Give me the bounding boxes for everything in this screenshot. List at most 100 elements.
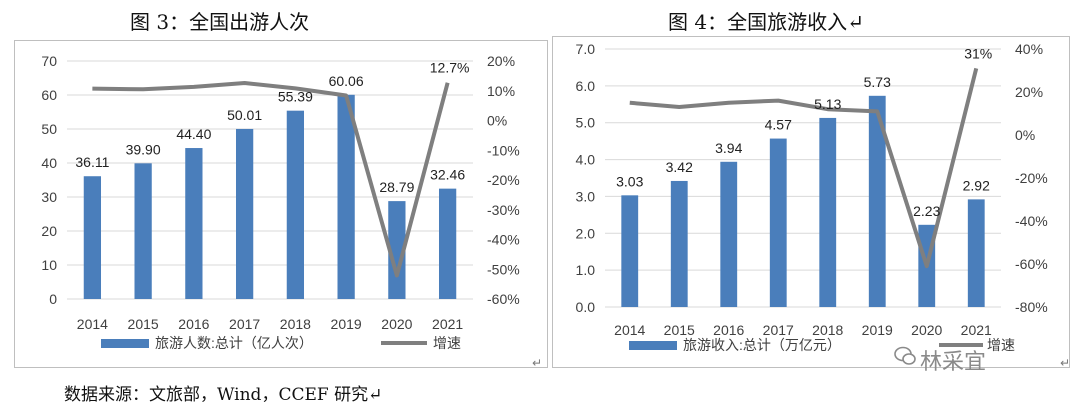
y-right-tick-label: 0% xyxy=(487,113,507,129)
y-left-tick-label: 10 xyxy=(41,257,57,273)
x-tick-label: 2015 xyxy=(128,316,159,332)
line-data-label: 31% xyxy=(964,45,992,61)
x-tick-label: 2019 xyxy=(331,316,362,332)
bar-data-label: 3.94 xyxy=(715,140,742,156)
y-right-tick-label: -20% xyxy=(487,172,520,188)
y-left-tick-label: 7.0 xyxy=(576,41,596,57)
legend-label-bar: 旅游人数:总计（亿人次） xyxy=(155,335,313,351)
bar-data-label: 44.40 xyxy=(176,126,211,142)
chart-panel-tourist-trips: 0 10 20 30 40 50 60 70 -60% -50% -40% -30% -20% -10% 0… xyxy=(14,40,548,368)
bar-data-label: 60.06 xyxy=(329,73,364,89)
bar xyxy=(83,176,102,299)
y-left-tick-label: 50 xyxy=(41,121,57,137)
x-tick-label: 2017 xyxy=(229,316,260,332)
y-right-tick-label: -60% xyxy=(1015,256,1048,272)
chart-title-tourist-trips: 图 3：全国出游人次 xyxy=(130,10,310,34)
bar-data-label: 39.90 xyxy=(126,141,161,157)
y-left-tick-label: 4.0 xyxy=(576,152,596,168)
y-left-tick-label: 1.0 xyxy=(576,262,596,278)
legend-swatch-bar xyxy=(101,339,149,348)
bar xyxy=(670,180,688,307)
x-tick-label: 2018 xyxy=(280,316,311,332)
bar-data-label: 3.03 xyxy=(616,173,643,189)
x-tick-label: 2018 xyxy=(812,322,843,338)
tourist-trips-chart: 0 10 20 30 40 50 60 70 -60% -50% -40% -30% -20% -10% 0… xyxy=(41,53,520,351)
bar-data-label: 55.39 xyxy=(278,89,313,105)
x-tick-label: 2014 xyxy=(77,316,108,332)
y-left-tick-label: 3.0 xyxy=(576,188,596,204)
watermark-text: 林采宜 xyxy=(920,350,987,375)
bar-data-label: 2.92 xyxy=(963,177,990,193)
y-right-tick-label: -20% xyxy=(1015,170,1048,186)
bar xyxy=(337,94,355,299)
x-tick-label: 2021 xyxy=(432,316,463,332)
bar xyxy=(235,128,254,299)
y-right-tick-label: -30% xyxy=(487,202,520,218)
y-right-tick-label: 10% xyxy=(487,83,515,99)
bar xyxy=(388,201,406,299)
bar xyxy=(967,199,985,307)
y-right-tick-label: -40% xyxy=(487,232,520,248)
bar-data-label: 28.79 xyxy=(379,179,414,195)
y-left-tick-label: 20 xyxy=(41,223,57,239)
y-left-tick-label: 40 xyxy=(41,155,57,171)
x-tick-label: 2019 xyxy=(862,322,893,338)
bar xyxy=(621,195,639,307)
y-right-tick-label: 20% xyxy=(1015,84,1043,100)
legend-label-line: 增速 xyxy=(433,335,461,351)
paragraph-return-mark: ↵ xyxy=(1060,356,1071,370)
paragraph-return-mark: ↵ xyxy=(532,356,543,370)
bar-data-label: 5.73 xyxy=(864,74,891,90)
legend-label-line: 增速 xyxy=(987,337,1015,353)
y-right-tick-label: -80% xyxy=(1015,299,1048,315)
bar xyxy=(868,95,886,308)
bar-data-label: 50.01 xyxy=(227,107,262,123)
legend-label-bar: 旅游收入:总计（万亿元） xyxy=(683,337,841,353)
y-left-tick-label: 0 xyxy=(49,291,57,307)
y-right-tick-label: 40% xyxy=(1015,41,1043,57)
y-right-tick-label: -40% xyxy=(1015,213,1048,229)
bar-data-label: 5.13 xyxy=(814,96,841,112)
x-tick-label: 2016 xyxy=(178,316,209,332)
wechat-icon xyxy=(894,346,916,365)
x-tick-label: 2021 xyxy=(961,322,992,338)
y-right-tick-label: -50% xyxy=(487,261,520,277)
y-right-tick-label: 20% xyxy=(487,53,515,69)
chart-title-tourism-revenue: 图 4：全国旅游收入↵ xyxy=(668,10,864,34)
source-note: 数据来源：文旅部，Wind，CCEF 研究↵ xyxy=(64,385,383,405)
y-right-tick-label: 0% xyxy=(1015,127,1035,143)
x-tick-label: 2014 xyxy=(614,322,645,338)
growth-rate-line xyxy=(629,67,979,269)
line-data-label: 12.7% xyxy=(430,60,470,76)
bar-data-label: 36.11 xyxy=(75,154,109,170)
bar xyxy=(819,117,837,308)
growth-rate-line xyxy=(92,81,450,278)
bar xyxy=(134,163,152,299)
x-tick-label: 2016 xyxy=(713,322,744,338)
bar xyxy=(769,138,787,307)
bar xyxy=(720,161,738,307)
x-tick-label: 2015 xyxy=(664,322,695,338)
bar xyxy=(286,110,305,299)
x-tick-label: 2020 xyxy=(381,316,412,332)
y-left-tick-label: 5.0 xyxy=(576,115,596,131)
bar-data-label: 32.46 xyxy=(430,167,465,183)
y-left-tick-label: 30 xyxy=(41,189,57,205)
y-left-tick-label: 70 xyxy=(41,53,57,69)
y-left-tick-label: 6.0 xyxy=(576,78,596,94)
bar-data-label: 2.23 xyxy=(913,203,940,219)
tourism-revenue-chart: 0.0 1.0 2.0 3.0 4.0 5.0 6.0 7.0 -80% -60% -40% -20%… xyxy=(576,41,1048,353)
y-right-tick-label: -10% xyxy=(487,142,520,158)
x-tick-label: 2020 xyxy=(911,322,942,338)
chart-panel-tourism-revenue: 0.0 1.0 2.0 3.0 4.0 5.0 6.0 7.0 -80% -60% -40% -20%… xyxy=(552,36,1070,368)
x-tick-label: 2017 xyxy=(763,322,794,338)
bar-data-label: 4.57 xyxy=(765,117,792,133)
legend-swatch-bar xyxy=(629,341,677,350)
y-left-tick-label: 60 xyxy=(41,87,57,103)
y-left-tick-label: 2.0 xyxy=(576,225,596,241)
y-left-tick-label: 0.0 xyxy=(576,299,596,315)
bar xyxy=(185,148,203,299)
bar-data-label: 3.42 xyxy=(666,159,693,175)
y-right-tick-label: -60% xyxy=(487,291,520,307)
bar xyxy=(438,188,457,299)
